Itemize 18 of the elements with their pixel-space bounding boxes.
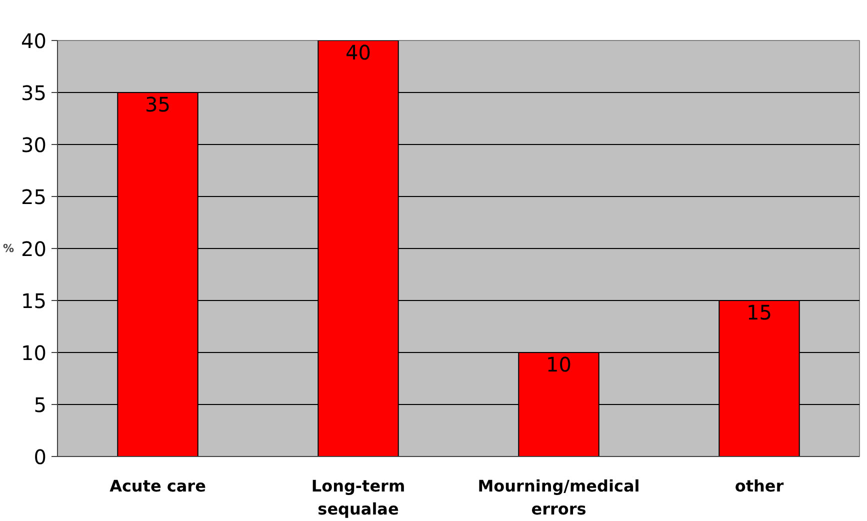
data-label: 40	[346, 40, 371, 64]
data-label: 15	[746, 300, 772, 324]
x-tick-label: other	[734, 476, 784, 496]
y-tick-label: 25	[21, 185, 47, 209]
y-tick-label: 30	[21, 133, 47, 157]
x-tick-label: Mourning/medical errors	[478, 476, 640, 518]
data-label: 10	[546, 352, 572, 376]
x-tick-label: Acute care	[110, 476, 206, 496]
y-tick-label: 20	[21, 237, 47, 261]
y-tick-label: 5	[34, 393, 47, 417]
y-tick-label: 10	[21, 341, 47, 365]
y-tick-label: 35	[21, 81, 47, 105]
data-label: 35	[145, 92, 170, 116]
y-tick-label: 40	[21, 29, 47, 53]
y-axis-title: %	[3, 242, 14, 255]
y-tick-label: 0	[34, 445, 47, 469]
y-tick-label: 15	[21, 289, 47, 313]
x-tick-label: Long-term sequalae	[311, 476, 406, 518]
